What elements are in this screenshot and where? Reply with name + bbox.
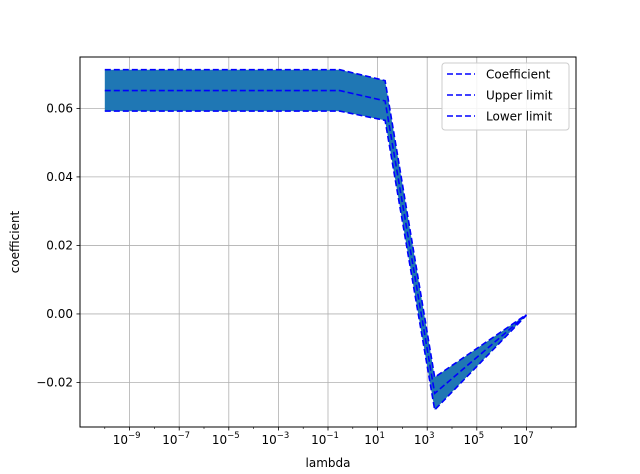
x-tick-label: 10−3 (261, 431, 289, 447)
x-axis-ticks: 10−9 10−7 10−5 10−3 10−1 101 103 105 107 (104, 427, 552, 447)
y-axis-title: coefficient (8, 210, 22, 273)
legend-label: Coefficient (486, 68, 551, 82)
series-lines (104, 68, 527, 412)
band-fill (104, 69, 527, 410)
legend-box (441, 62, 570, 131)
x-tick-label: 101 (364, 431, 385, 447)
x-tick-label: 10−1 (311, 431, 339, 447)
x-tick-label: 10−7 (162, 431, 190, 447)
y-tick-label: 0.04 (46, 170, 73, 184)
legend-label: Upper limit (486, 89, 553, 103)
x-tick-label: 10−9 (113, 431, 141, 447)
y-axis-ticks: 0.06 0.04 0.02 0.00 −0.02 (36, 101, 80, 389)
y-tick-label: −0.02 (36, 375, 73, 389)
x-tick-label: 10−5 (212, 431, 240, 447)
x-axis-title: lambda (306, 456, 351, 470)
legend: Coefficient Upper limit Lower limit (441, 62, 570, 131)
y-tick-label: 0.02 (46, 238, 73, 252)
coefficient-line (104, 89, 527, 395)
y-tick-label: 0.06 (46, 101, 73, 115)
confidence-band (104, 69, 527, 410)
upper-limit-line (104, 68, 527, 379)
x-tick-label: 103 (414, 431, 435, 447)
x-tick-label: 105 (463, 431, 484, 447)
y-tick-label: 0.00 (46, 307, 73, 321)
lower-limit-line (104, 110, 527, 412)
legend-label: Lower limit (486, 110, 552, 124)
x-tick-label: 107 (513, 431, 534, 447)
